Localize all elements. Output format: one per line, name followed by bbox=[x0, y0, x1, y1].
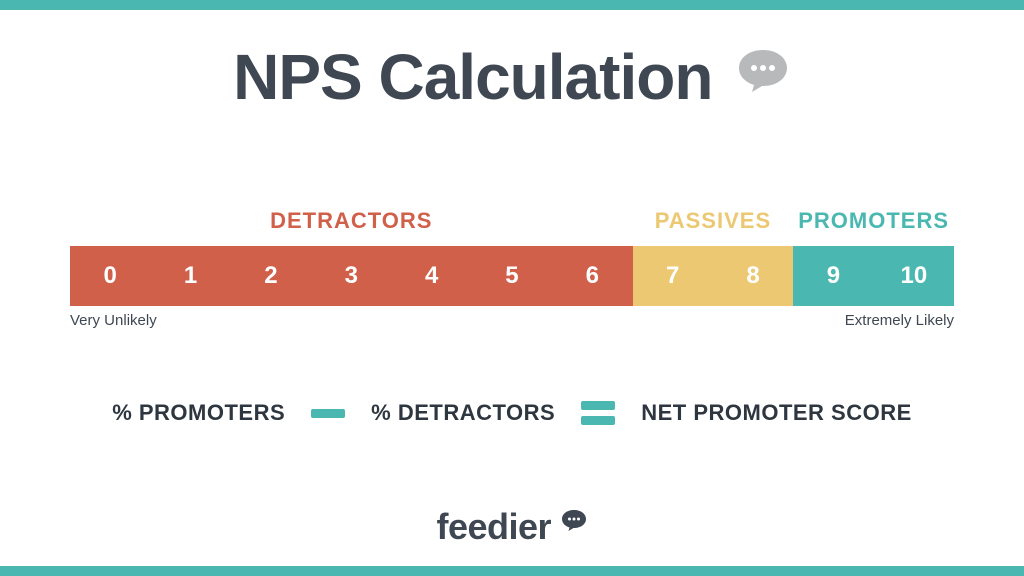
detractors-label: DETRACTORS bbox=[70, 208, 633, 234]
brand-speech-bubble-icon bbox=[560, 508, 588, 538]
speech-bubble-icon bbox=[735, 46, 791, 101]
scale-cell: 6 bbox=[552, 246, 632, 306]
page-title: NPS Calculation bbox=[233, 40, 712, 114]
scale-cell: 9 bbox=[793, 246, 873, 306]
anchor-labels: Very Unlikely Extremely Likely bbox=[70, 312, 954, 329]
scale-cell: 5 bbox=[472, 246, 552, 306]
scale-cell: 10 bbox=[874, 246, 954, 306]
scale-cell: 8 bbox=[713, 246, 793, 306]
formula-result: NET PROMOTER SCORE bbox=[641, 400, 912, 426]
scale-cell: 0 bbox=[70, 246, 150, 306]
formula-term-promoters: % PROMOTERS bbox=[112, 400, 285, 426]
scale-cell: 1 bbox=[150, 246, 230, 306]
scale-cell: 2 bbox=[231, 246, 311, 306]
promoters-label: PROMOTERS bbox=[793, 208, 954, 234]
passives-segment: 7 8 bbox=[633, 246, 794, 306]
scale-cell: 3 bbox=[311, 246, 391, 306]
bottom-accent-bar bbox=[0, 566, 1024, 576]
minus-icon bbox=[311, 409, 345, 418]
passives-label: PASSIVES bbox=[633, 208, 794, 234]
equals-icon bbox=[581, 401, 615, 425]
nps-scale: 0 1 2 3 4 5 6 7 8 9 10 bbox=[70, 246, 954, 306]
formula-term-detractors: % DETRACTORS bbox=[371, 400, 555, 426]
promoters-segment: 9 10 bbox=[793, 246, 954, 306]
brand-name: feedier bbox=[436, 506, 551, 548]
anchor-right: Extremely Likely bbox=[845, 312, 954, 329]
title-region: NPS Calculation bbox=[0, 40, 1024, 114]
scale-cell: 4 bbox=[391, 246, 471, 306]
scale-cell: 7 bbox=[633, 246, 713, 306]
top-accent-bar bbox=[0, 0, 1024, 10]
nps-formula: % PROMOTERS % DETRACTORS NET PROMOTER SC… bbox=[70, 400, 954, 426]
detractors-segment: 0 1 2 3 4 5 6 bbox=[70, 246, 633, 306]
anchor-left: Very Unlikely bbox=[70, 312, 157, 329]
brand-footer: feedier bbox=[0, 506, 1024, 548]
category-labels-row: DETRACTORS PASSIVES PROMOTERS bbox=[70, 208, 954, 234]
